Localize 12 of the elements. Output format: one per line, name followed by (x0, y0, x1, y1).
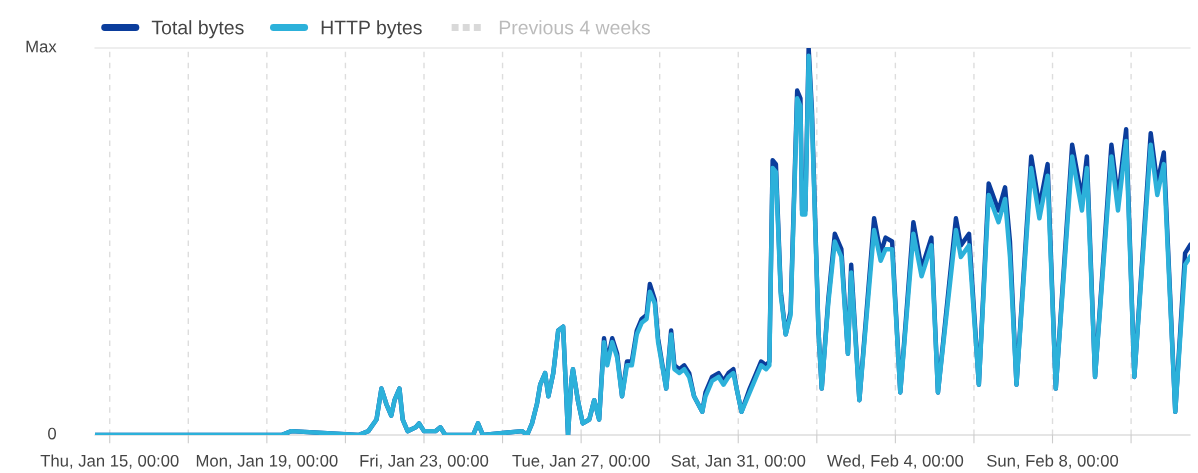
legend-label: Previous 4 weeks (499, 20, 650, 35)
text: 0 (48, 427, 57, 440)
text: Max (26, 40, 57, 53)
x-tick-label: Mon, Jan 19, 00:00 (196, 454, 338, 469)
x-tick-label: Tue, Jan 27, 00:00 (512, 454, 650, 469)
legend-label: HTTP bytes (321, 20, 422, 39)
x-tick-label: Sun, Feb 8, 00:00 (987, 454, 1119, 469)
x-tick-label: Wed, Feb 4, 00:00 (827, 454, 964, 469)
legend-label: Total bytes (151, 20, 244, 39)
x-tick-label: Sat, Jan 31, 00:00 (671, 454, 806, 469)
x-tick-label: Thu, Jan 15, 00:00 (40, 454, 179, 469)
x-tick-label: Fri, Jan 23, 00:00 (360, 454, 489, 469)
